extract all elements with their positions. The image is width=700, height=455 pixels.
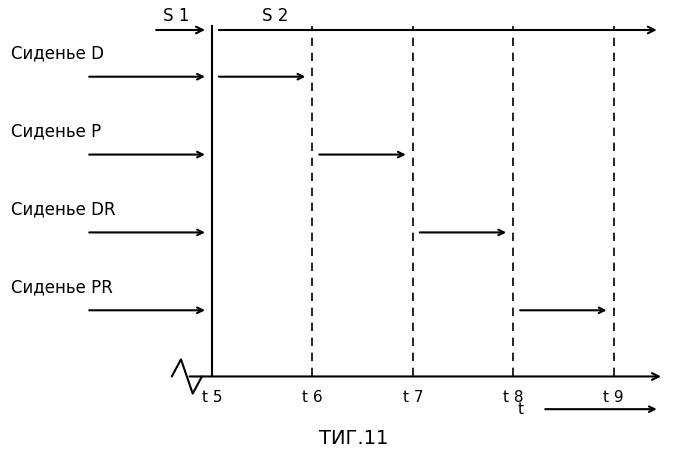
Text: ΤИГ.11: ΤИГ.11 <box>319 429 389 448</box>
Text: t 7: t 7 <box>402 390 423 405</box>
Text: t 6: t 6 <box>302 390 323 405</box>
Text: S 1: S 1 <box>163 6 190 25</box>
Text: t 5: t 5 <box>202 390 222 405</box>
Text: Сиденье PR: Сиденье PR <box>11 278 113 296</box>
Text: t: t <box>517 402 524 417</box>
Text: Сиденье DR: Сиденье DR <box>11 200 116 218</box>
Text: Сиденье D: Сиденье D <box>11 44 104 62</box>
Text: S 2: S 2 <box>262 6 288 25</box>
Text: Сиденье P: Сиденье P <box>11 122 102 140</box>
Text: t 9: t 9 <box>603 390 624 405</box>
Text: t 8: t 8 <box>503 390 524 405</box>
